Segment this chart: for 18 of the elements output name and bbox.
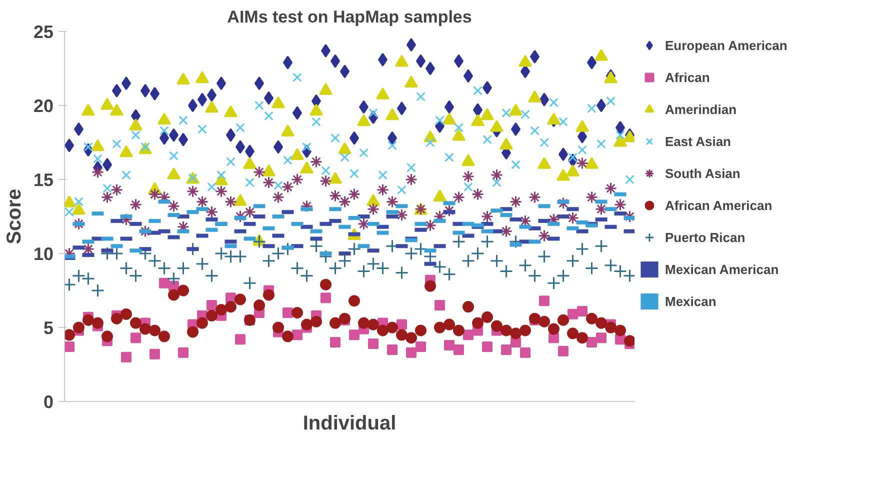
y-tick-label: 5 bbox=[43, 318, 54, 338]
legend-label: African bbox=[665, 70, 710, 84]
legend-label: Mexican American bbox=[665, 262, 779, 276]
y-tick-label: 15 bbox=[33, 170, 54, 190]
legend-label: European American bbox=[665, 38, 788, 52]
legend-label: African American bbox=[665, 198, 772, 212]
y-tick-label: 25 bbox=[33, 22, 54, 42]
legend-label: Mexican bbox=[665, 294, 716, 308]
legend-label: Amerindian bbox=[665, 102, 737, 116]
x-axis-title: Individual bbox=[302, 412, 396, 434]
y-axis-title: Score bbox=[3, 188, 26, 244]
y-tick-label: 20 bbox=[33, 96, 54, 116]
legend-label: East Asian bbox=[665, 134, 731, 148]
y-tick-label: 0 bbox=[43, 392, 54, 412]
legend-label: Puerto Rican bbox=[665, 230, 746, 244]
legend-label: South Asian bbox=[665, 166, 740, 180]
chart-title: AIMs test on HapMap samples bbox=[227, 8, 472, 26]
y-tick-label: 10 bbox=[33, 244, 54, 264]
